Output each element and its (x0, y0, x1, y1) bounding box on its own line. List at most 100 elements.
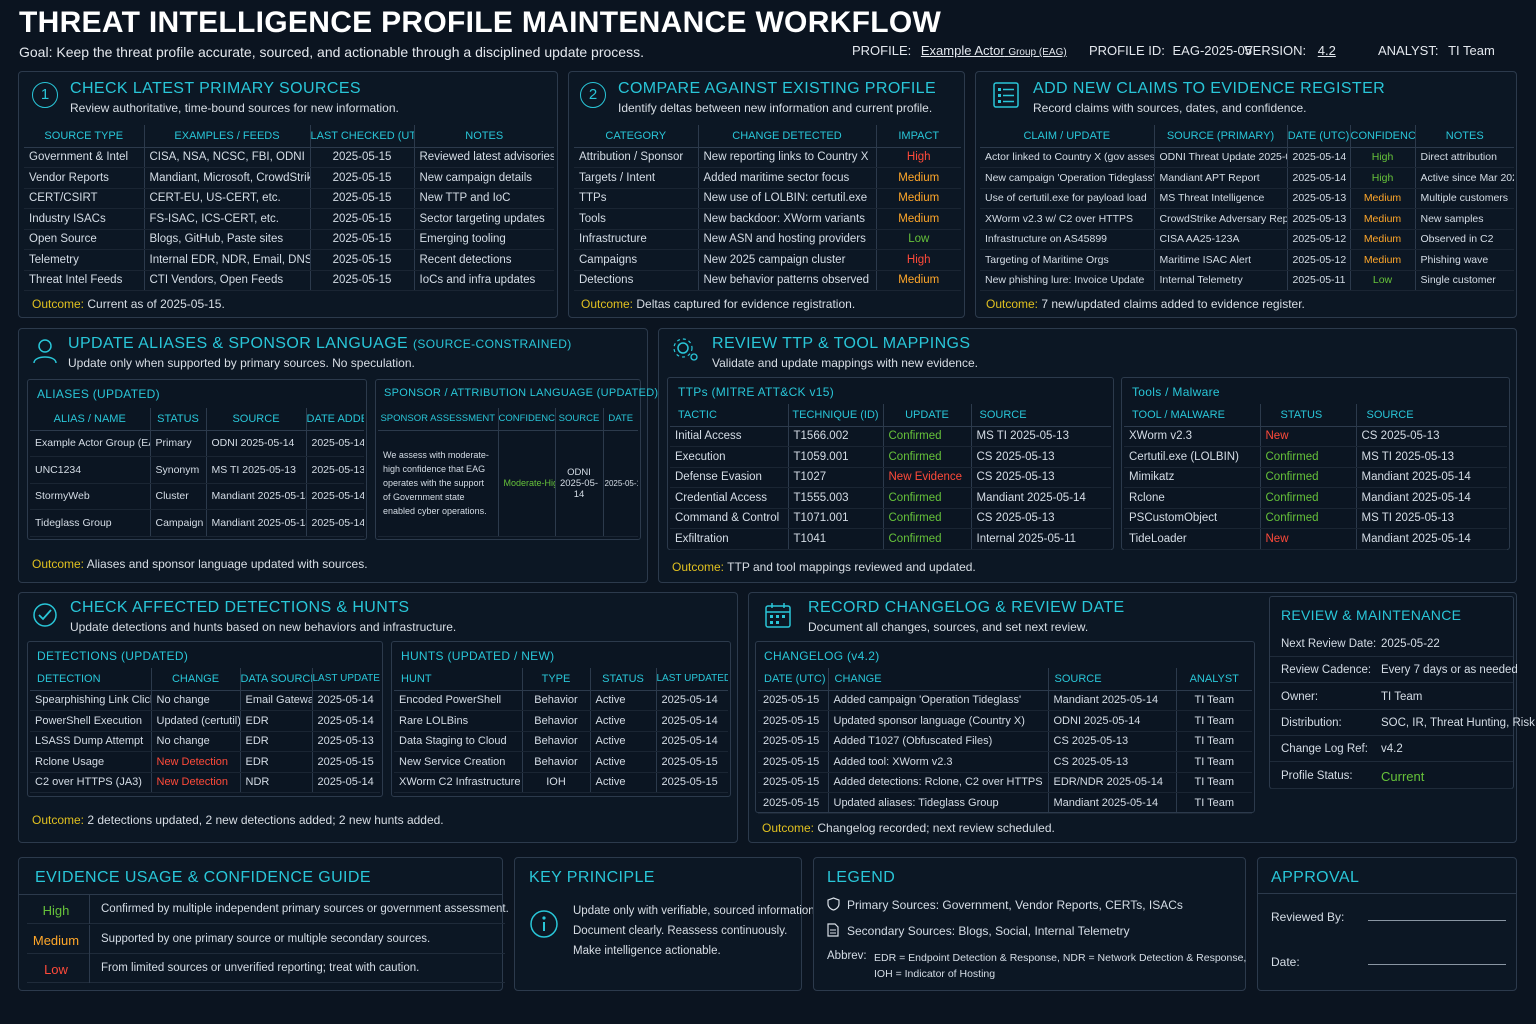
table-cell: Medium (876, 188, 961, 209)
column-header: SOURCE (PRIMARY) (1154, 125, 1288, 148)
tools-subpanel: Tools / Malware TOOL / MALWARE STATUS SO… (1121, 377, 1510, 550)
table-cell: TI Team (1176, 731, 1252, 752)
table-cell: C2 over HTTPS (JA3) (30, 772, 152, 793)
review-value: v4.2 (1381, 743, 1403, 756)
table-cell: Behavior (522, 710, 591, 732)
section-outcome: Outcome: 7 new/updated claims added to e… (986, 297, 1305, 311)
table-cell: Mandiant 2025-05-14 (1048, 690, 1177, 711)
table-cell: New Service Creation (394, 751, 523, 773)
principle-text: Update only with verifiable, sourced inf… (573, 901, 818, 961)
table-row: Data Staging to Cloud Behavior Active 2025-… (394, 731, 728, 752)
table-cell: 2025-05-15 (310, 229, 415, 250)
table-cell: 2025-05-15 (758, 792, 829, 814)
table-cell: Exfiltration (670, 528, 789, 550)
table-cell: No change (151, 690, 241, 711)
table-cell: 2025-05-15 (656, 751, 728, 773)
legend-secondary: Secondary Sources: Blogs, Social, Intern… (847, 924, 1130, 938)
confidence-level: Low (44, 962, 68, 977)
table-cell: 2025-05-14 (656, 690, 728, 711)
table-cell: Direct attribution (1415, 147, 1514, 168)
review-value: Every 7 days or as needed (1381, 664, 1518, 677)
table-cell: Emerging tooling (414, 229, 554, 250)
table-cell: Email Gateway (240, 690, 313, 711)
table-cell: Attribution / Sponsor (574, 147, 699, 168)
table-cell: Sector targeting updates (414, 208, 554, 230)
table-cell: Updated aliases: Tideglass Group (828, 792, 1049, 814)
column-header: SOURCE (971, 404, 1111, 427)
version-value: 4.2 (1317, 43, 1336, 58)
section-outcome: Outcome: TTP and tool mappings reviewed … (672, 560, 976, 574)
table-cell: EDR (240, 710, 313, 732)
table-cell: Mandiant 2025-05-14 (1356, 487, 1507, 509)
subpanel-title: ALIASES (UPDATED) (37, 387, 160, 401)
table-cell: Medium (876, 270, 961, 291)
outcome-text: Aliases and sponsor language updated wit… (86, 557, 368, 571)
table-cell: 2025-05-13 (306, 456, 364, 484)
table-cell: CS 2025-05-13 (1356, 426, 1507, 447)
table-row: Industry ISACs FS-ISAC, ICS-CERT, etc. 202… (24, 208, 554, 230)
outcome-label: Outcome: (581, 297, 634, 311)
table-cell: Single customer (1415, 270, 1514, 291)
reviewed-by-line[interactable] (1368, 920, 1506, 921)
profile-id-label: PROFILE ID: (1089, 43, 1165, 58)
table-cell: Infrastructure on AS45899 (980, 229, 1155, 250)
column-header: NOTES (414, 125, 554, 148)
table-cell: New use of LOLBIN: certutil.exe (698, 188, 877, 209)
table-row: Credential Access T1555.003 Confirmed Mandi… (670, 487, 1111, 509)
aliases-subpanel: ALIASES (UPDATED) ALIAS / NAME STATUS SO… (27, 379, 367, 540)
table-row: Detections New behavior patterns observed… (574, 270, 961, 291)
table-cell: 2025-05-15 (312, 751, 380, 773)
legend-abbrev-label: Abbrev: (827, 950, 867, 962)
column-header: DATE (603, 408, 638, 431)
table-cell: 2025-05-14 (656, 710, 728, 732)
outcome-label: Outcome: (986, 297, 1039, 311)
column-header: DATE (UTC) (758, 668, 829, 691)
table-cell: Mandiant 2025-05-14 (206, 483, 307, 510)
table-row: New phishing lure: Invoice Update Interna… (980, 270, 1514, 291)
table-cell: 2025-05-14 (1287, 167, 1351, 189)
date-line[interactable] (1368, 964, 1506, 965)
table-cell: Rclone Usage (30, 751, 152, 773)
table-header-row: ALIAS / NAME STATUS SOURCE DATE ADDED (30, 408, 364, 431)
table-cell: CrowdStrike Adversary Report (1154, 208, 1288, 230)
table-cell: Confirmed (883, 426, 972, 447)
table-cell: TI Team (1176, 690, 1252, 711)
table-cell: CS 2025-05-13 (1048, 751, 1177, 773)
table-cell: Vendor Reports (24, 167, 145, 189)
table-cell: Active (590, 690, 657, 711)
table-cell: T1555.003 (788, 487, 884, 509)
review-key: Profile Status: (1281, 769, 1353, 782)
table-row: CERT/CSIRT CERT-EU, US-CERT, etc. 2025-05-… (24, 188, 554, 209)
table-row: 2025-05-15 Updated aliases: Tideglass Gro… (758, 792, 1252, 814)
column-header: SOURCE (555, 408, 604, 431)
calendar-icon (765, 603, 791, 628)
legend-abbrev-line: EDR = Endpoint Detection & Response, NDR… (874, 952, 1247, 964)
table-row: Execution T1059.001 Confirmed CS 2025-05-13 (670, 446, 1111, 468)
table-cell: 2025-05-15 (310, 270, 415, 291)
section-desc: Document all changes, sources, and set n… (808, 620, 1089, 634)
table-cell: UNC1234 (30, 456, 151, 484)
table-cell: Industry ISACs (24, 208, 145, 230)
table-cell: Added tool: XWorm v2.3 (828, 751, 1049, 773)
section-desc: Review authoritative, time-bound sources… (70, 101, 399, 115)
column-header: SPONSOR ASSESSMENT (378, 408, 499, 431)
evidence-guide-panel: EVIDENCE USAGE & CONFIDENCE GUIDE High Co… (18, 857, 509, 991)
column-header: DATA SOURCE (240, 668, 313, 691)
guide-row: Low From limited sources or unverified re… (27, 954, 505, 983)
table-row: Tools New backdoor: XWorm variants Medium (574, 208, 961, 230)
section-outcome: Outcome: 2 detections updated, 2 new det… (32, 813, 444, 827)
analyst-meta: ANALYST: TI Team (1378, 43, 1495, 58)
legend-label: Secondary Sources: (847, 924, 956, 938)
table-cell: Use of certutil.exe for payload load (980, 188, 1155, 209)
section-compare-profile: 2 COMPARE AGAINST EXISTING PROFILE Ident… (568, 71, 965, 318)
section-desc: Record claims with sources, dates, and c… (1033, 101, 1307, 115)
table-row: StormyWeb Cluster Mandiant 2025-05-14 2025-… (30, 483, 364, 510)
table-cell: Active (590, 751, 657, 773)
table-cell: ODNI Threat Update 2025-05 (1154, 147, 1288, 168)
section-title: RECORD CHANGELOG & REVIEW DATE (808, 599, 1125, 616)
section-desc: Update detections and hunts based on new… (70, 620, 457, 634)
principle-line: Document clearly. Reassess continuously. (573, 925, 788, 937)
table-cell: T1059.001 (788, 446, 884, 468)
table-cell: XWorm v2.3 (1124, 426, 1261, 447)
table-cell: Internal 2025-05-11 (971, 528, 1111, 550)
